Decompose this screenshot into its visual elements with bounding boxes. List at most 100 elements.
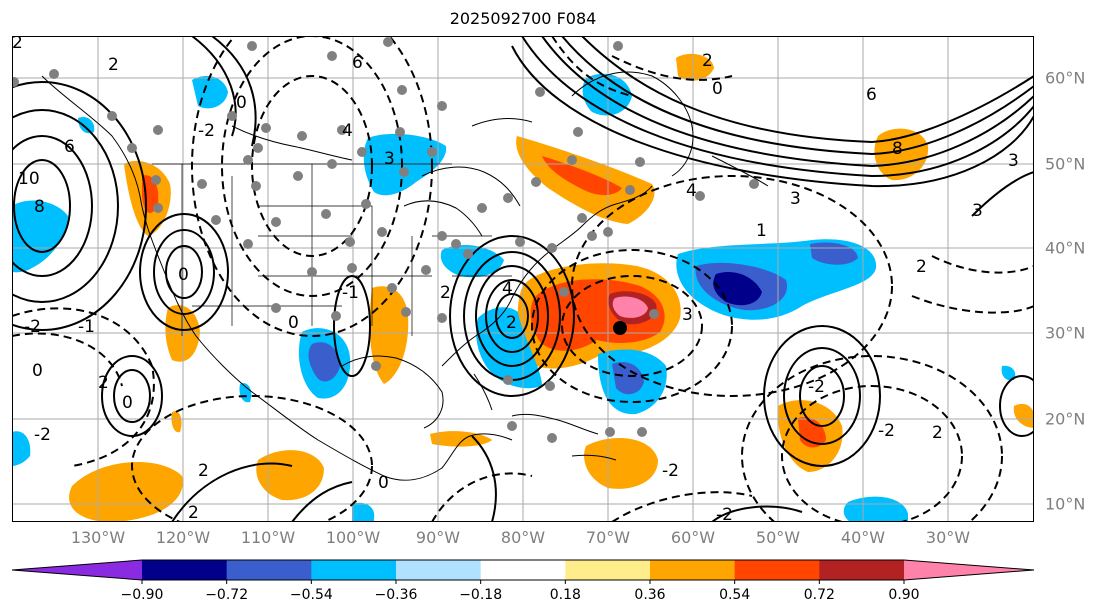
colorbar-segment [311, 560, 397, 580]
lon-label: 30°W [925, 528, 971, 547]
cold-anomaly-storm [476, 307, 542, 389]
lat-label: 40°N [1045, 238, 1086, 258]
station-dots [12, 37, 759, 443]
colorbar-segment [142, 560, 228, 580]
contour-label: -2 [34, 425, 51, 445]
warm-anomaly-venezuela [430, 431, 492, 447]
contour-label: 6 [866, 85, 877, 105]
lat-label: 20°N [1045, 409, 1086, 429]
contour-label: 2 [198, 461, 209, 481]
cold-anomaly-southeast-core [612, 362, 644, 395]
map-title: 2025092700 F084 [449, 9, 597, 28]
warm-anomaly-gulf [369, 286, 409, 384]
contour-label: 6 [352, 53, 363, 73]
colorbar-segment [565, 560, 651, 580]
contour-label: -2 [716, 505, 733, 522]
graticule [12, 36, 1034, 522]
solid-contours [12, 36, 1034, 522]
dashed-contours [12, 36, 1034, 522]
cold-anomaly-south [843, 496, 908, 522]
contour-label: 3 [384, 149, 395, 169]
lon-label: 100°W [325, 528, 381, 547]
warm-anomaly-hawaii [171, 411, 182, 433]
lon-label: 80°W [500, 528, 546, 547]
cold-anomaly-pacific-west [12, 200, 68, 273]
warm-anomaly-east-atlantic [1013, 403, 1034, 428]
lon-label: 130°W [70, 528, 126, 547]
warm-anomaly-east-peak [612, 296, 648, 318]
contour-labels: 0 -2 0 2 2 6 8 10 6 4 3 0 2 0 6 8 3 1 3 … [12, 36, 1019, 522]
weather-map: 0 -2 0 2 2 6 8 10 6 4 3 0 2 0 6 8 3 1 3 … [12, 36, 1034, 522]
lon-label: 90°W [415, 528, 461, 547]
cold-anomaly-south-pacific [352, 502, 375, 522]
colorbar-segment [396, 560, 482, 580]
colorbar-tick-label: −0.18 [459, 587, 503, 603]
contour-label: 2 [12, 36, 23, 53]
lon-label: 40°W [840, 528, 886, 547]
contour-label: 3 [682, 305, 693, 325]
lat-label: 50°N [1045, 154, 1086, 174]
colorbar [11, 559, 1035, 584]
colorbar-tick-label: −0.36 [374, 587, 418, 603]
colorbar-tick-label: 0.36 [634, 587, 666, 603]
contour-label: 2 [440, 283, 451, 303]
contour-label: -1 [78, 317, 95, 337]
storm-center-marker [613, 321, 627, 335]
cold-anomaly-southwest [12, 431, 31, 466]
lat-label: 10°N [1045, 494, 1086, 514]
cold-anomaly-panhandle [78, 116, 95, 134]
colorbar-tick-label: 0.90 [888, 587, 920, 603]
coastlines [41, 71, 769, 481]
contour-label: 6 [64, 137, 75, 157]
contour-label: 0 [32, 361, 43, 381]
lat-label: 60°N [1045, 68, 1086, 88]
contour-label: 4 [342, 121, 353, 141]
contour-label: 0 [288, 313, 299, 333]
colorbar-tick-label: 0.18 [549, 587, 581, 603]
colorbar-segment [819, 560, 905, 580]
contour-label: 3 [1008, 151, 1019, 171]
cold-anomaly-gulf-coast [440, 245, 504, 278]
warm-anomaly-caribbean [584, 437, 658, 489]
colorbar-tick-label: −0.54 [289, 587, 333, 603]
contour-label: 0 [378, 473, 389, 493]
contour-label: 2 [702, 51, 713, 71]
warm-anomaly-atlantic [874, 128, 929, 181]
contour-label: 2 [108, 55, 119, 75]
contour-label: 8 [892, 139, 903, 159]
cold-anomaly-central-east [1001, 365, 1016, 381]
cold-anomaly-gulf-mexico [239, 383, 252, 403]
contour-label: 2 [932, 423, 943, 443]
contour-label: 2 [98, 373, 109, 393]
contour-label: -2 [808, 377, 825, 397]
colorbar-tick-label: −0.72 [205, 587, 249, 603]
colorbar-segment [734, 560, 820, 580]
colorbar-segment [226, 560, 312, 580]
colorbar-tick-label: 0.72 [803, 587, 835, 603]
contour-label: 0 [236, 93, 247, 113]
contour-label: 4 [502, 279, 513, 299]
contour-label: -2 [662, 461, 679, 481]
contour-label: -1 [342, 283, 359, 303]
colorbar-segment [650, 560, 736, 580]
colorbar-tick-label: 0.54 [719, 587, 751, 603]
contour-label: 4 [686, 181, 697, 201]
cold-anomaly-mexico-core [308, 342, 340, 382]
contour-label: 2 [188, 503, 199, 522]
contour-label: -2 [24, 317, 41, 337]
contour-label: 3 [790, 189, 801, 209]
lon-label: 60°W [670, 528, 716, 547]
lat-label: 30°N [1045, 323, 1086, 343]
contour-label: -2 [198, 121, 215, 141]
lon-label: 120°W [155, 528, 211, 547]
cold-anomaly-great-lakes [363, 133, 447, 196]
contour-label: -2 [878, 421, 895, 441]
colorbar-tick-label: −0.90 [120, 587, 164, 603]
lon-label: 110°W [240, 528, 296, 547]
contour-label: 0 [122, 393, 133, 413]
contour-label: 8 [34, 197, 45, 217]
colorbar-extend-high [904, 560, 1034, 580]
contour-label: 2 [916, 257, 927, 277]
warm-anomaly-canada-core [542, 156, 622, 196]
contour-label: 10 [18, 169, 40, 189]
